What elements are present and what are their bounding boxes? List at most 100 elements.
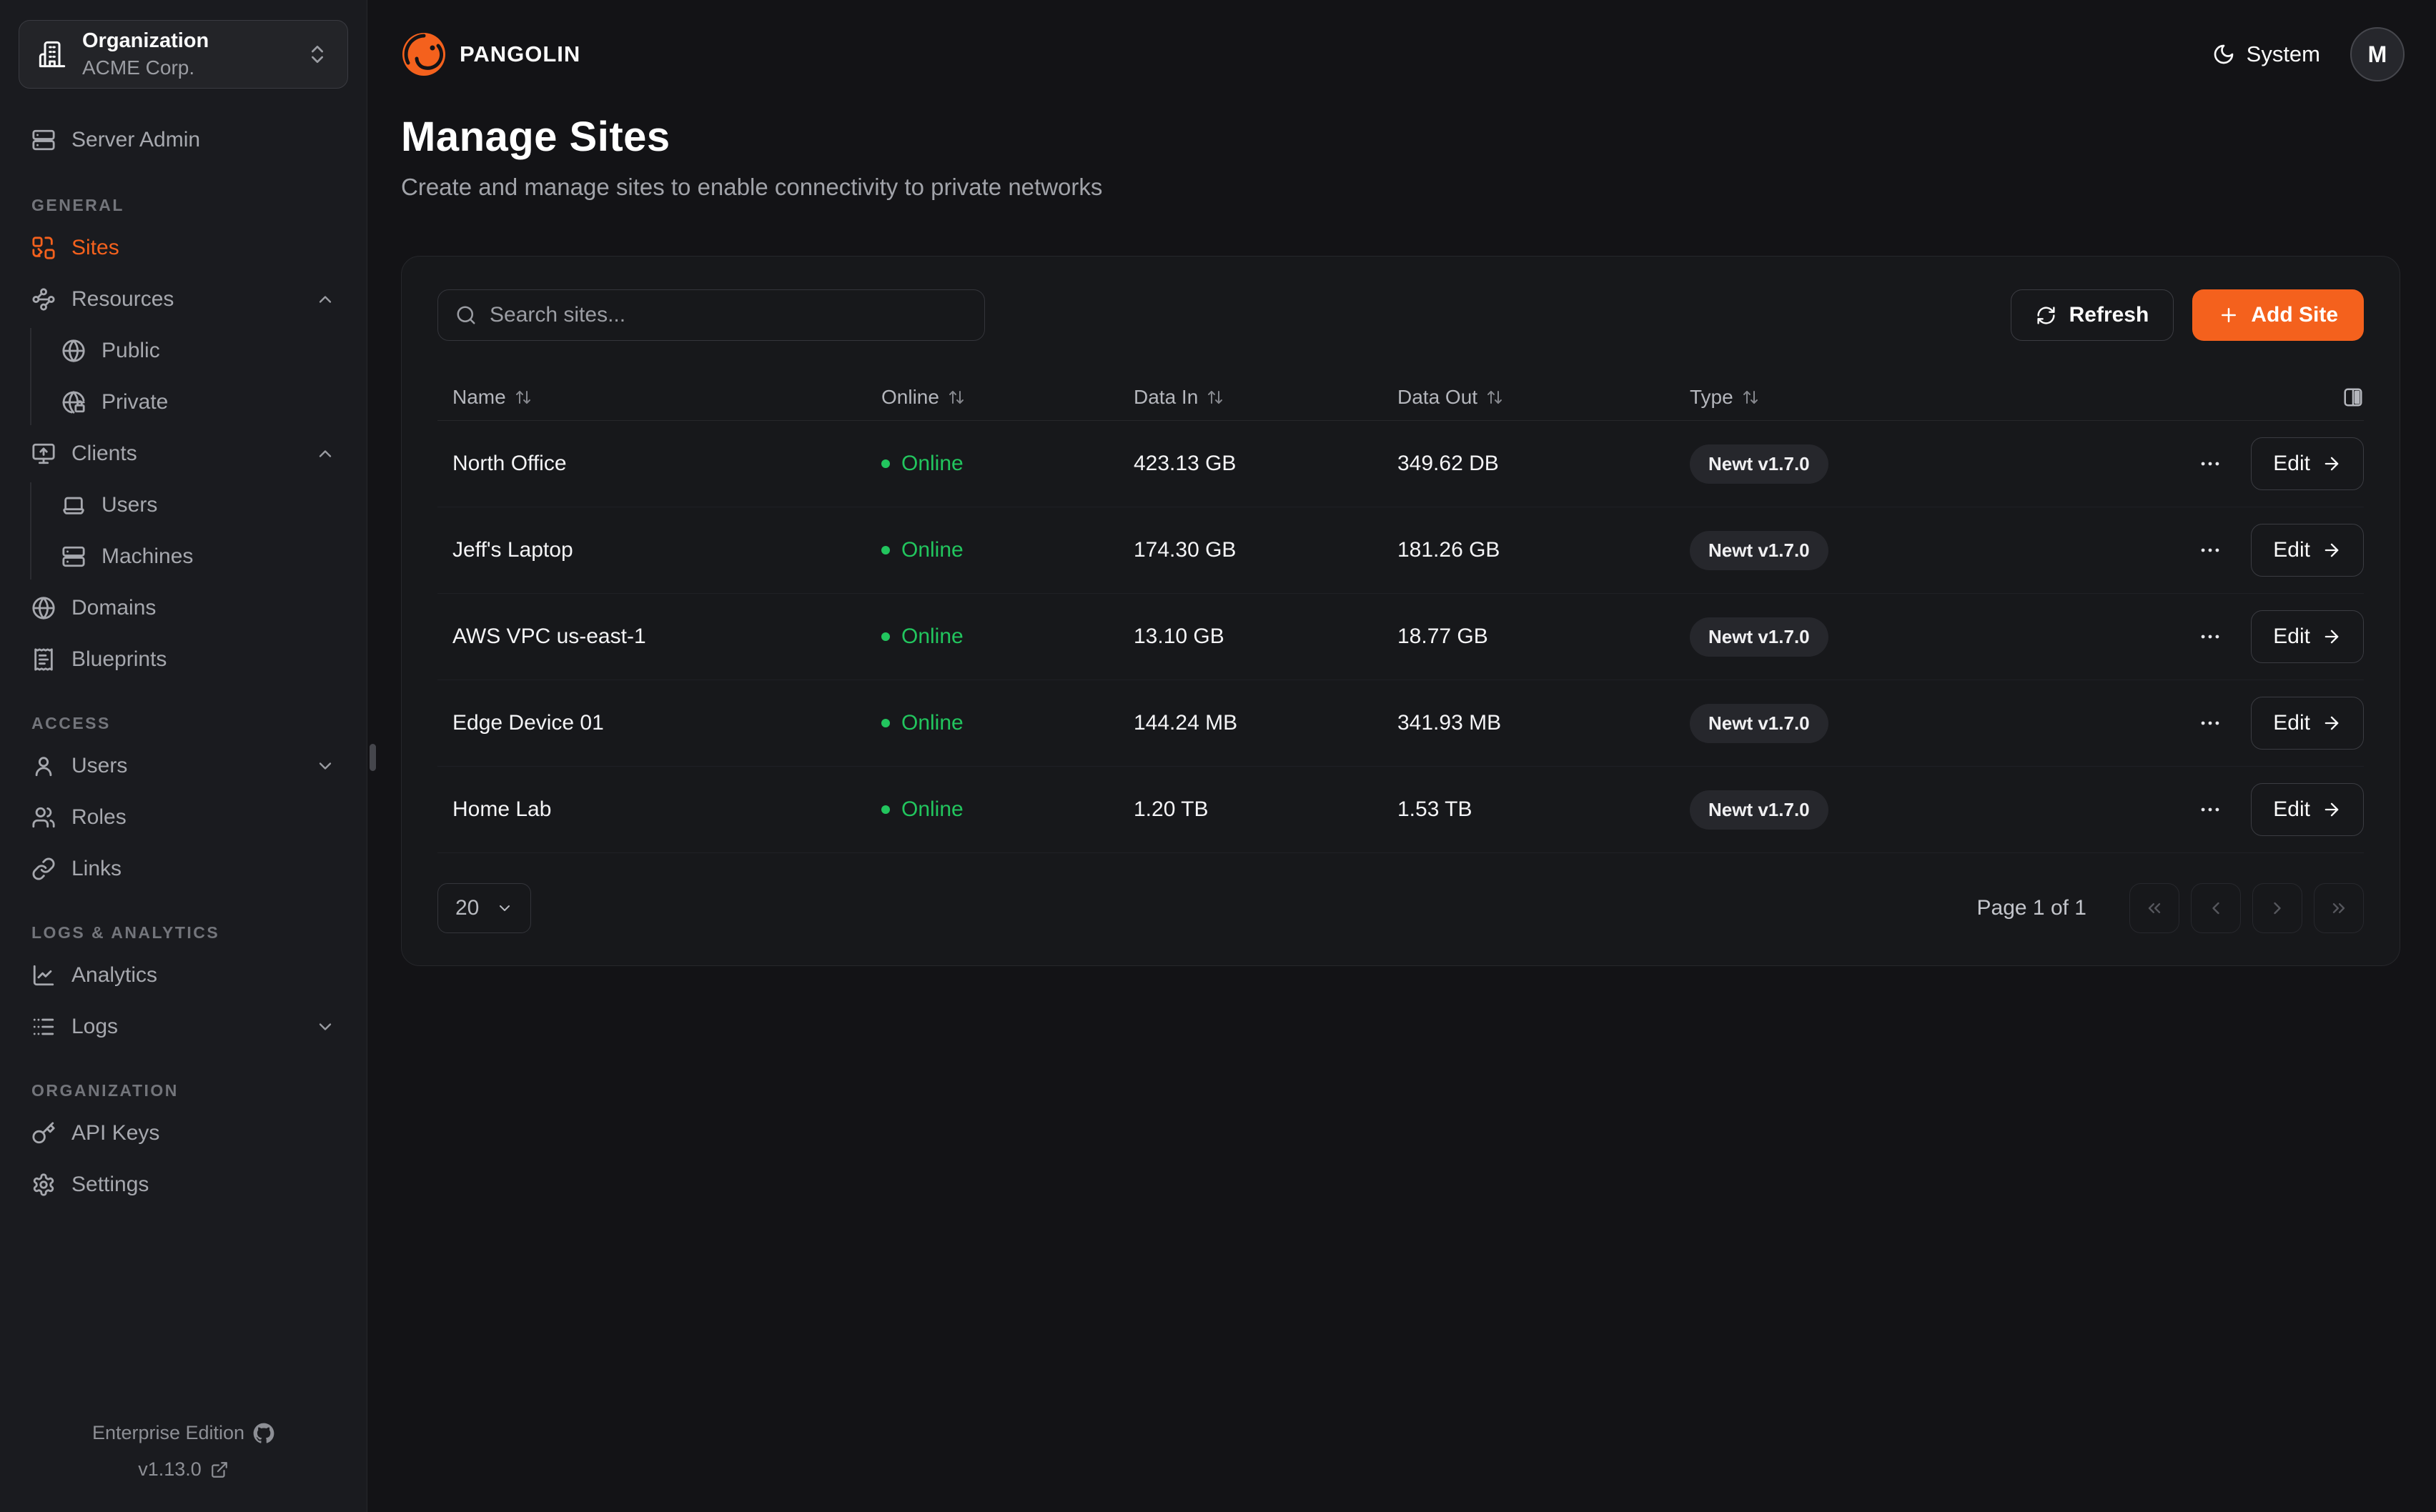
row-menu-button[interactable] — [2194, 534, 2227, 567]
chevrons-left-icon — [2148, 903, 2161, 913]
row-menu-button[interactable] — [2194, 447, 2227, 480]
sidebar-item-users[interactable]: Users — [19, 743, 348, 789]
table-row: AWS VPC us-east-1 Online 13.10 GB 18.77 … — [437, 594, 2364, 680]
first-page-button[interactable] — [2129, 883, 2179, 933]
external-link-icon[interactable] — [210, 1461, 229, 1479]
data-out-value: 18.77 GB — [1397, 625, 1488, 648]
globe-icon — [62, 339, 85, 362]
table-row: Home Lab Online 1.20 TB 1.53 TB Newt v1.… — [437, 767, 2364, 853]
sidebar-heading-organization: ORGANIZATION — [31, 1081, 179, 1100]
sidebar-item-private[interactable]: Private — [49, 379, 348, 425]
status-badge: Online — [881, 797, 1134, 822]
refresh-button[interactable]: Refresh — [2010, 289, 2174, 341]
add-site-button[interactable]: Add Site — [2192, 289, 2364, 341]
column-header-data-in[interactable]: Data In — [1134, 386, 1397, 409]
sidebar-item-settings[interactable]: Settings — [19, 1162, 348, 1208]
sidebar-item-resources[interactable]: Resources — [19, 277, 348, 322]
column-header-type[interactable]: Type — [1690, 386, 2128, 409]
site-name: Jeff's Laptop — [452, 538, 573, 562]
ellipsis-icon — [2201, 721, 2219, 725]
sidebar-scrollbar-thumb[interactable] — [370, 744, 376, 771]
edit-button[interactable]: Edit — [2251, 524, 2364, 577]
data-out-value: 181.26 GB — [1397, 538, 1500, 562]
chevron-right-icon — [2274, 902, 2281, 915]
monitor-up-icon — [32, 443, 55, 464]
sidebar-item-roles[interactable]: Roles — [19, 795, 348, 840]
avatar-initial: M — [2367, 41, 2387, 67]
status-badge: Online — [881, 538, 1134, 562]
sidebar-item-label: API Keys — [71, 1121, 160, 1145]
github-icon[interactable] — [253, 1423, 274, 1444]
sidebar-item-analytics[interactable]: Analytics — [19, 953, 348, 998]
combine-icon — [32, 237, 55, 259]
table-header: Name Online Data In Data Out Type — [437, 374, 2364, 421]
sidebar: Organization ACME Corp. Server Admin GEN… — [0, 0, 367, 1512]
table-row: Edge Device 01 Online 144.24 MB 341.93 M… — [437, 680, 2364, 767]
sidebar-item-label: Resources — [71, 287, 174, 311]
laptop-icon — [63, 497, 84, 514]
sidebar-item-sites[interactable]: Sites — [19, 225, 348, 271]
sidebar-item-label: Sites — [71, 236, 119, 259]
column-header-online[interactable]: Online — [881, 386, 1134, 409]
theme-toggle[interactable]: System — [2212, 41, 2320, 67]
sidebar-item-clients[interactable]: Clients — [19, 431, 348, 477]
page-subtitle: Create and manage sites to enable connec… — [401, 174, 1103, 200]
pagination: 20 Page 1 of 1 — [437, 883, 2364, 933]
sort-icon — [1487, 390, 1502, 404]
ellipsis-icon — [2201, 635, 2219, 639]
last-page-button[interactable] — [2314, 883, 2364, 933]
sites-card: Refresh Add Site Name Online Data In Dat… — [401, 256, 2400, 966]
edit-button[interactable]: Edit — [2251, 437, 2364, 490]
type-badge: Newt v1.7.0 — [1690, 444, 1828, 484]
edit-button[interactable]: Edit — [2251, 697, 2364, 750]
sidebar-item-client-users[interactable]: Users — [49, 482, 348, 528]
sidebar-item-api-keys[interactable]: API Keys — [19, 1110, 348, 1156]
row-menu-button[interactable] — [2194, 620, 2227, 653]
column-header-name[interactable]: Name — [452, 386, 881, 409]
site-name: North Office — [452, 452, 567, 475]
page-head: Manage Sites Create and manage sites to … — [401, 113, 1102, 201]
chevron-left-icon — [2212, 902, 2219, 915]
online-dot-icon — [881, 459, 890, 468]
org-selector[interactable]: Organization ACME Corp. — [19, 20, 348, 89]
waypoints-icon — [32, 288, 55, 311]
users-icon — [32, 807, 55, 828]
row-menu-button[interactable] — [2194, 793, 2227, 826]
column-header-data-out[interactable]: Data Out — [1397, 386, 1690, 409]
edit-button[interactable]: Edit — [2251, 610, 2364, 663]
sidebar-item-logs[interactable]: Logs — [19, 1004, 348, 1050]
building-icon — [38, 40, 66, 69]
sidebar-item-label: Settings — [71, 1173, 149, 1196]
data-out-value: 341.93 MB — [1397, 711, 1502, 735]
data-out-value: 349.62 DB — [1397, 452, 1499, 475]
status-badge: Online — [881, 625, 1134, 649]
search-icon — [457, 306, 475, 324]
sidebar-item-blueprints[interactable]: Blueprints — [19, 637, 348, 682]
sidebar-item-label: Private — [102, 390, 169, 414]
sidebar-item-label: Links — [71, 857, 122, 880]
row-menu-button[interactable] — [2194, 707, 2227, 740]
table-row: Jeff's Laptop Online 174.30 GB 181.26 GB… — [437, 507, 2364, 594]
site-name: Edge Device 01 — [452, 711, 604, 735]
online-dot-icon — [881, 805, 890, 814]
next-page-button[interactable] — [2252, 883, 2302, 933]
columns-layout-icon[interactable] — [2342, 387, 2364, 408]
sidebar-item-label: Blueprints — [71, 647, 167, 671]
arrow-right-icon — [2324, 457, 2339, 471]
chevrons-right-icon — [2332, 903, 2345, 913]
sidebar-item-label: Machines — [102, 544, 194, 568]
prev-page-button[interactable] — [2191, 883, 2241, 933]
sidebar-item-links[interactable]: Links — [19, 846, 348, 892]
page-size-select[interactable]: 20 — [437, 883, 532, 933]
arrow-right-icon — [2324, 630, 2339, 644]
search-input[interactable] — [490, 303, 967, 327]
server-icon — [62, 546, 85, 567]
sidebar-item-server-admin[interactable]: Server Admin — [19, 117, 348, 163]
sidebar-item-domains[interactable]: Domains — [19, 585, 348, 631]
search-box[interactable] — [437, 289, 985, 341]
sidebar-item-machines[interactable]: Machines — [49, 534, 348, 580]
edit-button[interactable]: Edit — [2251, 783, 2364, 836]
sidebar-item-public[interactable]: Public — [49, 328, 348, 374]
avatar[interactable]: M — [2350, 27, 2405, 81]
sidebar-item-label: Analytics — [71, 963, 158, 987]
